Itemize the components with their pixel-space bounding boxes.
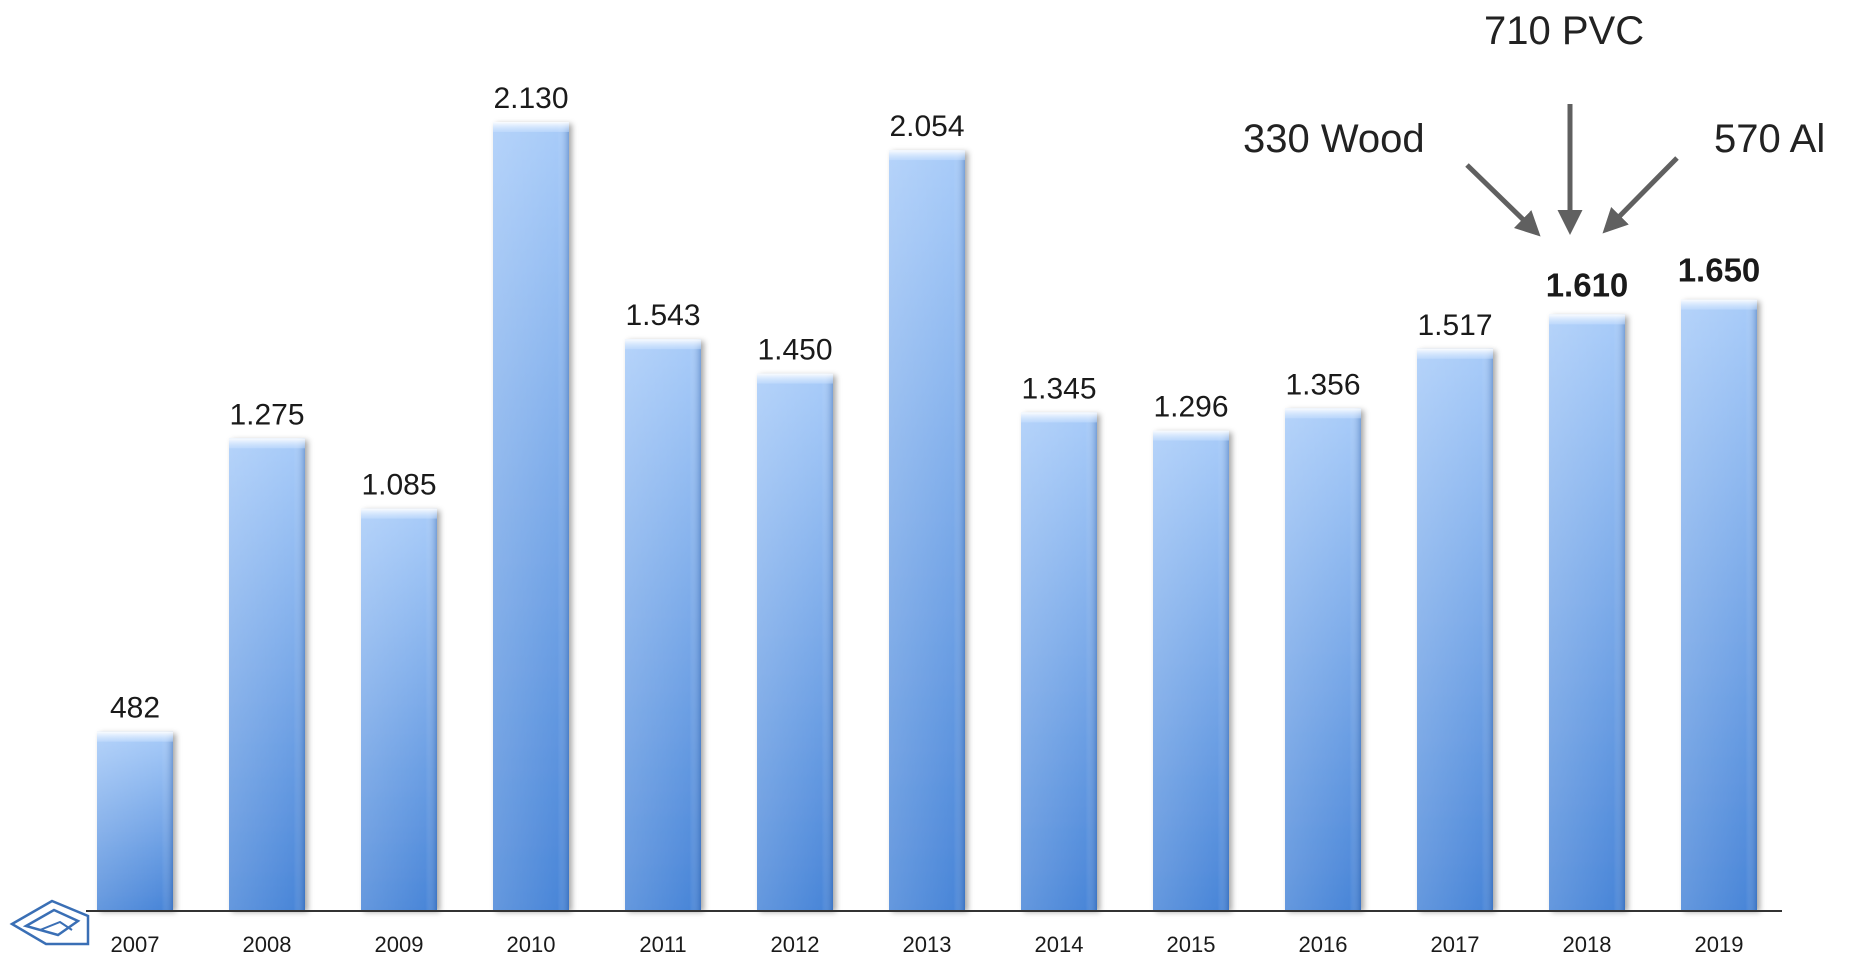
x-tick-label-2008: 2008 <box>243 932 292 956</box>
bar-2018 <box>1549 314 1625 910</box>
value-label-2014: 1.345 <box>1021 372 1096 405</box>
bar-top-highlight <box>229 438 305 449</box>
x-tick-label-2011: 2011 <box>639 932 686 956</box>
bar-shading <box>1153 430 1229 910</box>
value-label-2009: 1.085 <box>361 469 436 502</box>
arrow-al <box>1602 156 1679 234</box>
bar-shading <box>361 508 437 910</box>
bar-2007 <box>97 731 173 910</box>
bar-top-highlight <box>1681 299 1757 310</box>
bar-top-highlight <box>493 122 569 132</box>
bar-shading <box>97 731 173 910</box>
value-label-2010: 2.130 <box>493 82 568 115</box>
annotations-layer: 330 Wood 710 PVC 570 Al <box>1243 9 1825 237</box>
bar-2012 <box>757 373 833 910</box>
bar-top-highlight <box>1285 408 1361 419</box>
value-label-2012: 1.450 <box>757 334 832 367</box>
value-label-2008: 1.275 <box>229 398 304 431</box>
company-logo-icon <box>9 899 90 946</box>
bar-shading <box>1285 408 1361 910</box>
bar-shading <box>1681 299 1757 910</box>
value-label-2018: 1.610 <box>1546 266 1629 303</box>
bar-2011 <box>625 339 701 910</box>
bar-top-highlight <box>625 339 701 350</box>
arrow-wood <box>1465 163 1541 237</box>
x-tick-label-2013: 2013 <box>903 932 952 956</box>
value-label-2017: 1.517 <box>1417 309 1492 342</box>
x-tick-label-2018: 2018 <box>1563 932 1612 956</box>
x-tick-label-2016: 2016 <box>1299 932 1348 956</box>
value-labels-layer: 482 1.275 1.085 2.130 1.543 1.450 2.054 1.345 1.… <box>110 82 1760 725</box>
x-tick-labels-layer: 2007 2008 2009 2010 2011 2012 2013 2014 2015 2016… <box>111 932 1744 956</box>
x-tick-label-2010: 2010 <box>507 932 556 956</box>
value-label-2013: 2.054 <box>889 110 964 143</box>
annotation-wood: 330 Wood <box>1243 117 1425 161</box>
bar-shading <box>1417 348 1493 910</box>
bar-shading <box>1021 412 1097 910</box>
bar-2014 <box>1021 412 1097 910</box>
value-label-2007: 482 <box>110 692 160 725</box>
bar-top-highlight <box>97 731 173 742</box>
value-label-2011: 1.543 <box>625 299 700 332</box>
bar-top-highlight <box>1417 348 1493 359</box>
value-label-2015: 1.296 <box>1153 391 1228 424</box>
bar-top-highlight <box>1153 430 1229 441</box>
value-label-2019: 1.650 <box>1678 252 1761 289</box>
bar-shading <box>889 150 965 910</box>
bar-2009 <box>361 508 437 910</box>
x-tick-label-2007: 2007 <box>111 932 160 956</box>
bar-2015 <box>1153 430 1229 910</box>
bar-shading <box>1549 314 1625 910</box>
bar-shading <box>493 122 569 910</box>
x-tick-label-2014: 2014 <box>1035 932 1084 956</box>
x-tick-label-2019: 2019 <box>1695 932 1744 956</box>
bar-2019 <box>1681 299 1757 910</box>
bar-top-highlight <box>1549 314 1625 325</box>
bar-top-highlight <box>1021 412 1097 423</box>
bar-top-highlight <box>889 150 965 161</box>
bar-2016 <box>1285 408 1361 910</box>
annotation-al: 570 Al <box>1714 117 1825 161</box>
bar-2013 <box>889 150 965 910</box>
bar-shading <box>757 373 833 910</box>
bar-top-highlight <box>361 508 437 519</box>
x-tick-label-2012: 2012 <box>771 932 820 956</box>
value-label-2016: 1.356 <box>1285 368 1360 401</box>
bar-shading <box>625 339 701 910</box>
bar-2017 <box>1417 348 1493 910</box>
x-tick-label-2017: 2017 <box>1431 932 1480 956</box>
bar-shading <box>229 438 305 910</box>
bar-2008 <box>229 438 305 910</box>
x-tick-label-2015: 2015 <box>1167 932 1216 956</box>
bar-2010 <box>493 122 569 910</box>
bars-layer <box>97 122 1757 910</box>
x-tick-label-2009: 2009 <box>375 932 424 956</box>
annotation-pvc: 710 PVC <box>1484 9 1644 53</box>
bar-top-highlight <box>757 373 833 384</box>
